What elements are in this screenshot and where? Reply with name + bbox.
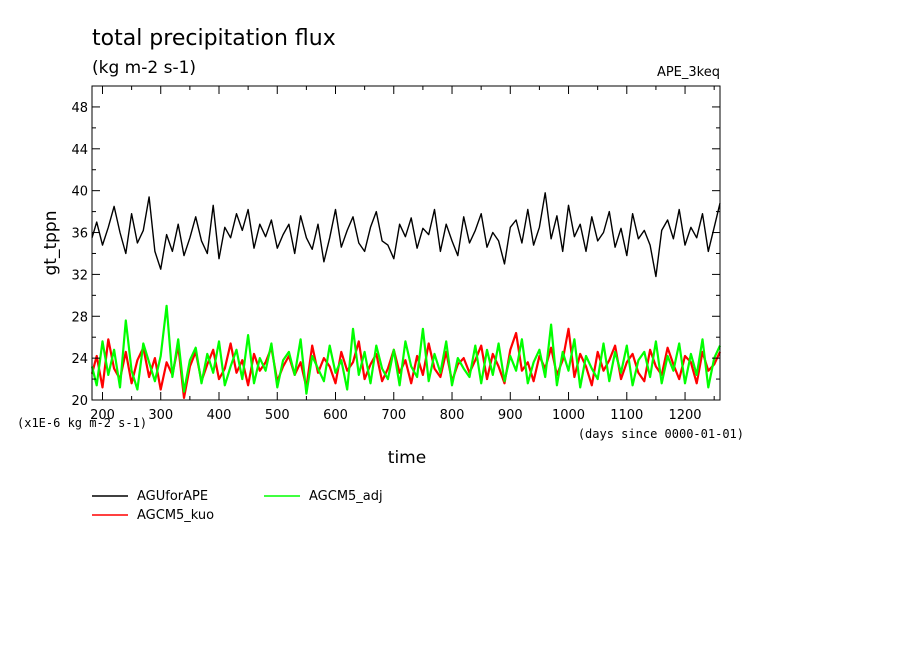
run-label: APE_3keq [657,65,720,80]
x-tick-label: 400 [207,408,232,423]
legend-label-agcm5-adj: AGCM5_adj [309,489,383,504]
x-tick-label: 900 [498,408,523,423]
y-tick-label: 20 [71,394,88,409]
y-tick-label: 24 [71,352,88,367]
chart-title: total precipitation flux [92,26,336,51]
x-tick-label: 300 [148,408,173,423]
y-tick-label: 28 [71,310,88,325]
y-axis-label: gt_tppn [41,211,61,276]
y-tick-label: 48 [71,101,88,116]
legend-label-agu-for-ape: AGUforAPE [137,489,208,504]
y-tick-label: 44 [71,143,88,158]
legend-label-agcm5-kuo: AGCM5_kuo [137,508,214,523]
x-tick-label: 200 [90,408,115,423]
series-layer [90,192,721,399]
plot-frame [91,85,721,401]
y-scale-label: (x1E-6 kg m-2 s-1) [17,416,147,430]
x-tick-label: 1100 [610,408,643,423]
x-tick-label: 1000 [552,408,585,423]
tick-layer: 200 300 400 500 600 700 800 900 1000 1100 1200 20 24… [71,86,720,423]
x-axis-label: time [388,448,426,468]
series-line-agcm5-kuo [90,327,721,399]
series-line-aguforape [91,192,721,278]
x-tick-label: 1200 [668,408,701,423]
y-tick-label: 36 [71,227,88,242]
legend: AGUforAPE AGCM5_kuo AGCM5_adj [92,489,383,523]
x-tick-label: 600 [323,408,348,423]
chart-units: (kg m-2 s-1) [92,58,196,78]
x-tick-label: 500 [265,408,290,423]
series-line-agcm5-adj [90,304,721,395]
x-tick-label: 800 [440,408,465,423]
y-tick-label: 32 [71,268,88,283]
y-tick-label: 40 [71,185,88,200]
x-tick-label: 700 [381,408,406,423]
x-units-label: (days since 0000-01-01) [578,427,744,441]
